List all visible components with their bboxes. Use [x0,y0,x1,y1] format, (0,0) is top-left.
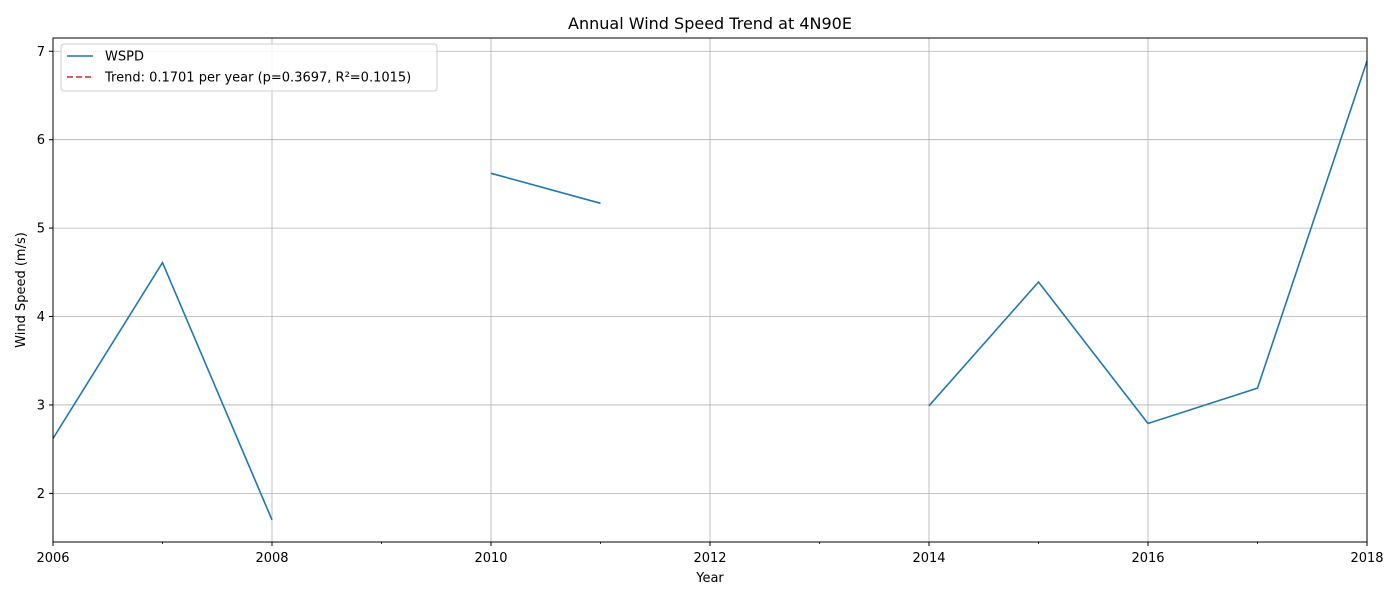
y-tick-label: 2 [37,487,45,502]
legend-label: WSPD [105,50,144,65]
x-axis-label: Year [695,571,724,586]
chart-title: Annual Wind Speed Trend at 4N90E [568,14,852,33]
legend: WSPD Trend: 0.1701 per year (p=0.3697, R²… [60,43,438,92]
x-tick-label: 2010 [474,551,507,566]
series-line [928,60,1368,425]
legend-box [60,43,438,92]
series-line [52,260,273,521]
x-axis-ticks: 2006 2008 2010 2012 2014 2016 2018 [36,542,1384,566]
x-tick-label: 2018 [1350,551,1383,566]
x-tick-label: 2014 [912,551,945,566]
y-axis-ticks: 2 3 4 5 6 7 [37,45,53,502]
x-tick-label: 2008 [255,551,288,566]
y-tick-label: 4 [37,310,45,325]
y-tick-label: 3 [37,398,45,413]
y-tick-label: 5 [37,222,45,237]
x-tick-label: 2016 [1131,551,1164,566]
y-axis-label: Wind Speed (m/s) [14,232,29,348]
y-tick-label: 6 [37,133,45,148]
plot-series [52,60,1368,521]
x-tick-label: 2006 [36,551,69,566]
legend-label: Trend: 0.1701 per year (p=0.3697, R²=0.1… [104,71,411,86]
y-tick-label: 7 [37,45,45,60]
series-line [490,172,601,205]
grid-lines [52,38,1368,542]
x-tick-label: 2012 [693,551,726,566]
